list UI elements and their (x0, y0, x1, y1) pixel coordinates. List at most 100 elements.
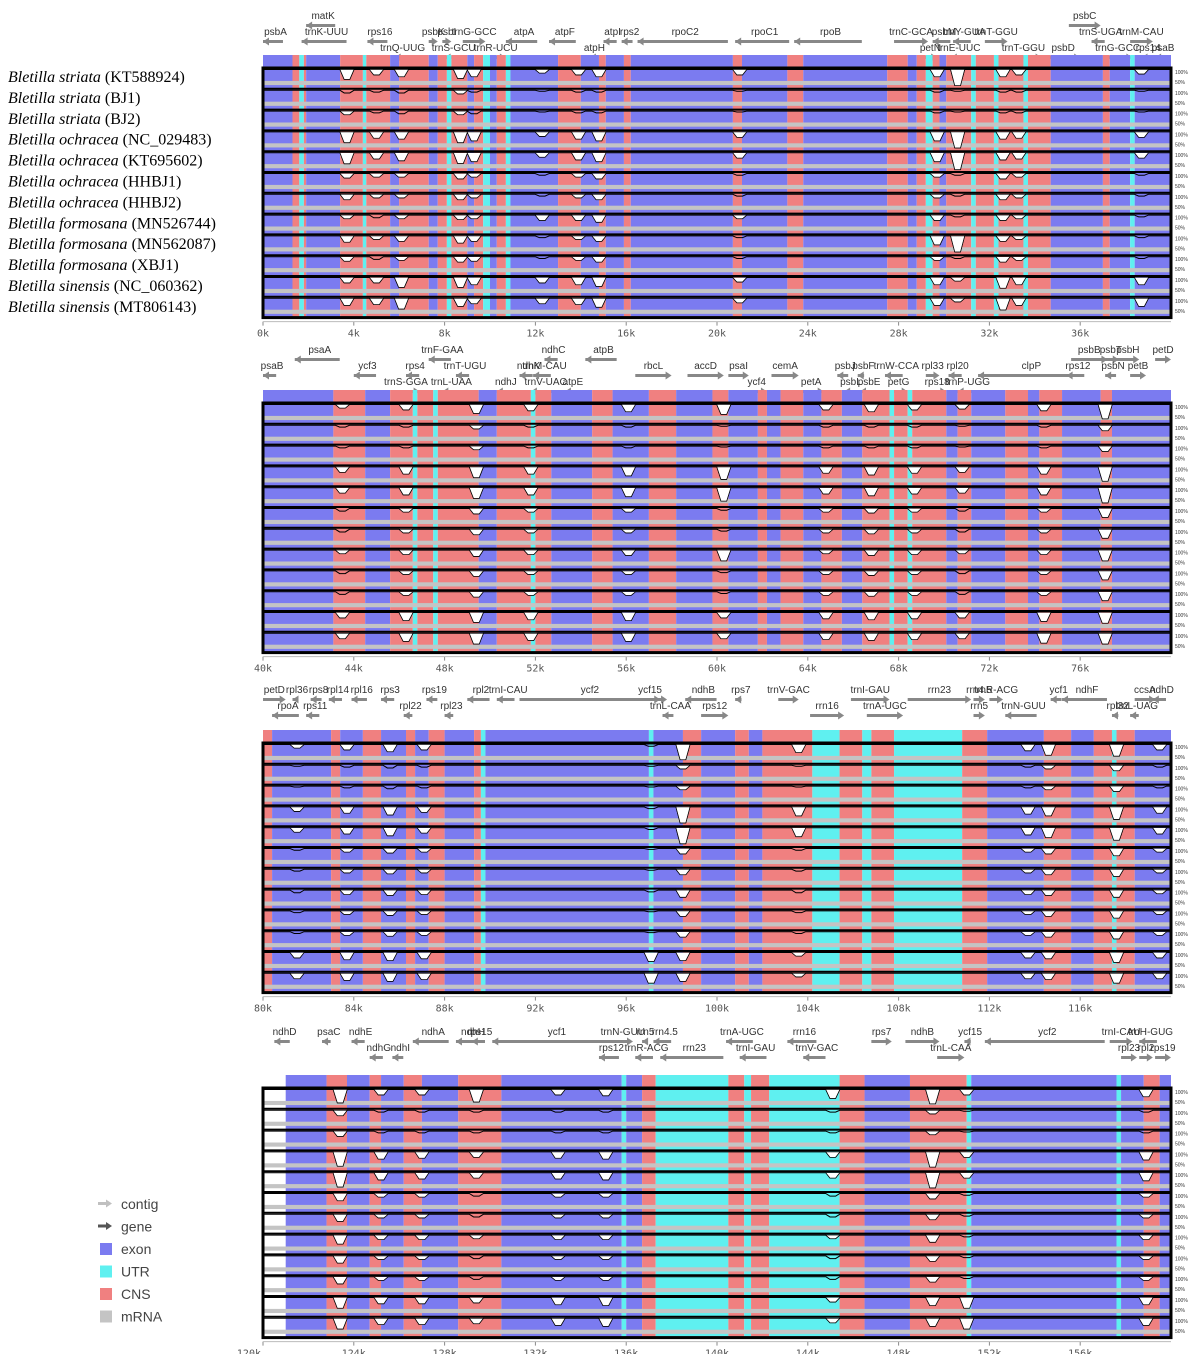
identity-dip (416, 952, 432, 960)
gene-arrow: accD (687, 361, 724, 380)
identity-dip (382, 806, 398, 816)
identity-dip (818, 632, 834, 640)
identity-dip (550, 1318, 566, 1326)
x-tick-label: 64k (799, 664, 817, 675)
gene-arrow: ndhD (1150, 685, 1174, 704)
identity-dip (1152, 744, 1168, 751)
species-accession: (KT588924) (101, 69, 185, 86)
identity-dip (466, 214, 482, 219)
identity-dip (597, 1193, 614, 1198)
gene-arrow: rpl2 (1138, 1043, 1155, 1062)
gene-label: ndhD (1150, 685, 1174, 696)
gene-arrow: psaB (261, 361, 284, 380)
gene-arrow-head (301, 37, 308, 46)
identity-dip (339, 173, 355, 179)
identity-dip (906, 528, 923, 534)
percent-label-high: 100% (1175, 891, 1188, 897)
gene-arrow: psbA (263, 27, 287, 46)
identity-dip (1109, 827, 1124, 841)
legend-swatch-head (106, 1222, 112, 1230)
gene-arrow-head (292, 695, 299, 704)
percent-label-high: 100% (1175, 91, 1188, 97)
gene-label: psaI (729, 361, 748, 372)
gene-arrow-head (294, 355, 301, 364)
x-tick-label: 84k (345, 1004, 363, 1015)
identity-dip (929, 131, 945, 142)
species-labels: Bletilla striata (KT588924)Bletilla stri… (8, 69, 216, 316)
identity-dip (382, 972, 398, 982)
gene-arrow-head (897, 711, 904, 720)
identity-dip (716, 466, 732, 480)
identity-dip (393, 194, 410, 199)
gene-arrow-head (1165, 355, 1171, 364)
percent-label-low: 50% (1175, 901, 1186, 907)
identity-dip (818, 487, 834, 495)
identity-dip (825, 1172, 841, 1179)
identity-dip (1020, 868, 1036, 874)
legend-item: gene (98, 1219, 152, 1235)
gene-arrow: trnM-CAU (522, 361, 567, 380)
gene-label: rpl32 (1107, 701, 1130, 712)
gene-label: rps15 (467, 1027, 492, 1038)
panel-frame (261, 66, 1173, 320)
identity-dip (414, 1234, 430, 1240)
gene-label: psbM (932, 27, 956, 38)
mrna-strip (263, 963, 1171, 969)
gene-arrow: rpl22 (399, 701, 422, 720)
identity-dip (1040, 848, 1057, 855)
gene-arrow-shaft (519, 374, 533, 377)
gene-label: rpl22 (399, 701, 422, 712)
mrna-strip (263, 1163, 1171, 1168)
identity-dip (591, 277, 607, 287)
gene-label: rpl2 (473, 685, 490, 696)
gene-label: atpE (563, 377, 584, 388)
identity-dip (924, 1130, 941, 1135)
identity-dip (929, 194, 946, 199)
gene-arrow: psbN (1101, 361, 1125, 380)
gene-arrow: rps12 (1065, 361, 1091, 380)
legend-item: CNS (100, 1286, 151, 1302)
identity-dip (716, 549, 732, 562)
identity-dip (334, 632, 351, 639)
identity-dip (393, 256, 410, 261)
gene-label: atpB (593, 345, 614, 356)
panel-2: psaA psaB ycf3 trnS-GGA rps4 trnF-GAA trnL-UAA… (254, 345, 1188, 675)
identity-dip (818, 528, 834, 534)
gene-label: ndhF (1076, 685, 1099, 696)
identity-dip (339, 889, 355, 895)
gene-arrow: rps11 (303, 701, 328, 720)
x-tick-label: 148k (887, 1349, 911, 1354)
mrna-strip (263, 880, 1171, 885)
identity-dip (334, 466, 351, 473)
gene-arrow-shaft (866, 714, 899, 717)
gene-arrow-shaft (810, 714, 840, 717)
gene-label: trnR-ACG (974, 685, 1018, 696)
gene-arrow: rrn23 (907, 685, 972, 704)
gene-arrow: ndhK (517, 361, 541, 380)
identity-dip (550, 1151, 566, 1159)
identity-dip (466, 173, 482, 178)
identity-dip (1040, 972, 1056, 980)
percent-label-high: 100% (1175, 299, 1188, 305)
identity-dip (570, 256, 587, 261)
identity-dip (1097, 487, 1113, 504)
gene-label: rrn16 (815, 701, 839, 712)
x-tick-label: 112k (977, 1004, 1001, 1015)
legend-item: exon (100, 1241, 151, 1257)
identity-dip (468, 632, 484, 645)
species-genus: Bletilla ochracea (8, 174, 119, 191)
gene-label: rps16 (367, 27, 392, 38)
species-accession: (HHBJ1) (119, 174, 182, 191)
mrna-strip (263, 519, 1171, 525)
gene-arrow-head (598, 1053, 605, 1062)
percent-label-high: 100% (1175, 509, 1188, 515)
identity-dip (1020, 910, 1036, 915)
gene-arrow: trnF-GAA (421, 345, 464, 364)
identity-dip (1151, 910, 1168, 915)
gene-arrow: rps4 (405, 361, 425, 380)
identity-dip (466, 152, 482, 162)
legend-swatch-head (106, 1199, 112, 1208)
gene-arrow-shaft (778, 698, 794, 701)
gene-arrow-head (492, 1037, 499, 1046)
identity-dip (824, 1234, 841, 1239)
